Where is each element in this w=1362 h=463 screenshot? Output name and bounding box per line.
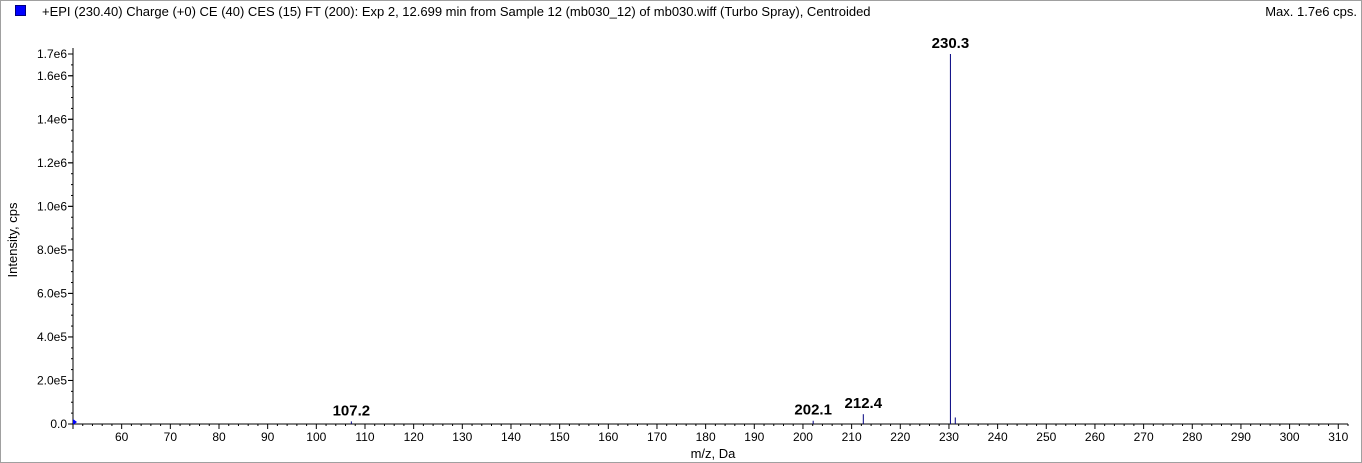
- y-tick-label: 4.0e5: [37, 330, 67, 344]
- x-tick-label: 60: [115, 430, 129, 444]
- x-tick-label: 150: [550, 430, 570, 444]
- axes: [72, 48, 1348, 425]
- y-tick-label: 1.6e6: [37, 69, 67, 83]
- x-tick-label: 310: [1328, 430, 1348, 444]
- x-tick-label: 180: [696, 430, 716, 444]
- x-tick-label: 90: [261, 430, 275, 444]
- x-tick-label: 140: [501, 430, 521, 444]
- chart-title: +EPI (230.40) Charge (+0) CE (40) CES (1…: [42, 4, 871, 19]
- peak-label: 212.4: [845, 395, 883, 412]
- origin-marker: [73, 419, 77, 425]
- x-tick-label: 280: [1182, 430, 1202, 444]
- x-tick-label: 270: [1134, 430, 1154, 444]
- y-tick-label: 1.7e6: [37, 47, 67, 61]
- x-tick-label: 220: [890, 430, 910, 444]
- x-tick-label: 200: [793, 430, 813, 444]
- spectrum-peaks: 107.2 202.1 212.4 230.3: [333, 35, 970, 424]
- y-tick-label: 1.0e6: [37, 199, 67, 213]
- y-tick-label: 1.4e6: [37, 112, 67, 126]
- x-axis-ticks: 60 70 80 90 100 110 120 130 140 150 160 170 180 190 20…: [72, 424, 1349, 444]
- series-swatch[interactable]: [15, 5, 26, 16]
- x-tick-label: 120: [404, 430, 424, 444]
- x-tick-label: 290: [1231, 430, 1251, 444]
- max-intensity-label: Max. 1.7e6 cps.: [1265, 4, 1357, 19]
- x-tick-label: 230: [939, 430, 959, 444]
- peak-label: 107.2: [333, 402, 371, 419]
- x-tick-label: 80: [212, 430, 226, 444]
- y-axis-ticks: 0.0 2.0e5 4.0e5 6.0e5 8.0e5 1.0e6 1.2e6 1.4e6 1.…: [37, 47, 73, 431]
- x-tick-label: 210: [842, 430, 862, 444]
- x-tick-label: 260: [1085, 430, 1105, 444]
- y-tick-label: 0.0: [50, 417, 67, 431]
- peak-label: 202.1: [794, 402, 832, 419]
- x-tick-label: 250: [1036, 430, 1056, 444]
- x-axis-label: m/z, Da: [691, 446, 737, 461]
- x-tick-label: 300: [1280, 430, 1300, 444]
- x-tick-label: 190: [744, 430, 764, 444]
- y-axis-label: Intensity, cps: [5, 202, 20, 277]
- x-tick-label: 160: [598, 430, 618, 444]
- y-tick-label: 2.0e5: [37, 373, 67, 387]
- x-tick-label: 70: [164, 430, 178, 444]
- x-tick-label: 100: [306, 430, 326, 444]
- x-tick-label: 240: [988, 430, 1008, 444]
- y-tick-label: 1.2e6: [37, 156, 67, 170]
- x-tick-label: 110: [355, 430, 374, 444]
- x-tick-label: 130: [452, 430, 472, 444]
- x-tick-label: 170: [647, 430, 667, 444]
- y-tick-label: 6.0e5: [37, 286, 67, 300]
- peak-label: 230.3: [932, 35, 970, 52]
- y-tick-label: 8.0e5: [37, 243, 67, 257]
